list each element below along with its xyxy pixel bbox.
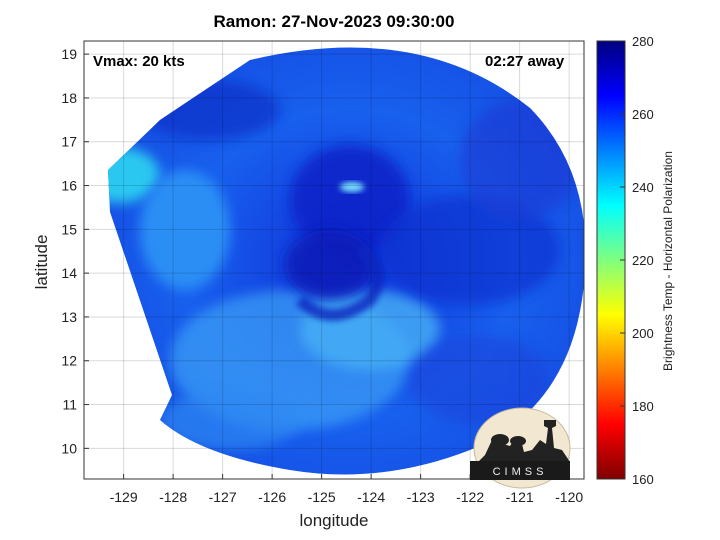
- plot-title: Ramon: 27-Nov-2023 09:30:00: [213, 12, 455, 31]
- colorbar-tick-label: 220: [632, 253, 654, 268]
- map-grid: [84, 41, 584, 479]
- y-tick-label: 13: [61, 309, 77, 325]
- colorbar-tick-label: 160: [632, 472, 654, 487]
- y-tick-label: 18: [61, 90, 77, 106]
- x-tick-label: -127: [209, 489, 237, 505]
- y-tick-label: 12: [61, 353, 77, 369]
- cimss-logo-text: CIMSS: [493, 466, 548, 478]
- x-tick-label: -126: [258, 489, 286, 505]
- colorbar: 160 180 200 220 240 260 280: [596, 34, 654, 487]
- away-label: 02:27 away: [485, 53, 565, 70]
- x-tick-label: -121: [506, 489, 534, 505]
- x-tick-label: -129: [110, 489, 138, 505]
- y-tick-label: 15: [61, 221, 77, 237]
- x-axis-ticks: -129 -128 -127 -126 -125 -124 -123 -122 -121 -120: [110, 474, 583, 505]
- microwave-swath: [108, 47, 584, 475]
- vmax-label: Vmax: 20 kts: [93, 53, 185, 70]
- y-tick-label: 11: [62, 397, 77, 413]
- y-tick-label: 16: [61, 178, 77, 194]
- x-tick-label: -128: [159, 489, 187, 505]
- colorbar-label: Brightness Temp - Horizontal Polarizatio…: [661, 151, 675, 371]
- x-tick-label: -125: [308, 489, 336, 505]
- cimss-logo-banner: [470, 461, 570, 480]
- colorbar-tick-label: 280: [632, 34, 654, 49]
- cimss-logo: CIMSS: [470, 407, 571, 489]
- colorbar-tick-label: 240: [632, 180, 654, 195]
- x-tick-label: -123: [407, 489, 435, 505]
- x-axis-label: longitude: [299, 511, 369, 530]
- y-tick-label: 19: [61, 46, 77, 62]
- cimss-logo-silhouette: [478, 420, 570, 462]
- x-tick-label: -124: [357, 489, 385, 505]
- map-axes-frame: [83, 40, 585, 480]
- y-axis-label: latitude: [32, 234, 51, 290]
- y-axis-ticks: 10 11 12 13 14 15 16 17 18 19: [61, 46, 89, 456]
- y-tick-label: 10: [61, 440, 77, 456]
- colorbar-tick-label: 260: [632, 107, 654, 122]
- colorbar-tick-label: 180: [632, 399, 654, 414]
- x-tick-label: -120: [555, 489, 583, 505]
- x-tick-label: -122: [456, 489, 484, 505]
- y-tick-label: 14: [61, 265, 77, 281]
- y-tick-label: 17: [61, 134, 77, 150]
- colorbar-tick-label: 200: [632, 326, 654, 341]
- colorbar-ticks: 160 180 200 220 240 260 280: [620, 34, 654, 487]
